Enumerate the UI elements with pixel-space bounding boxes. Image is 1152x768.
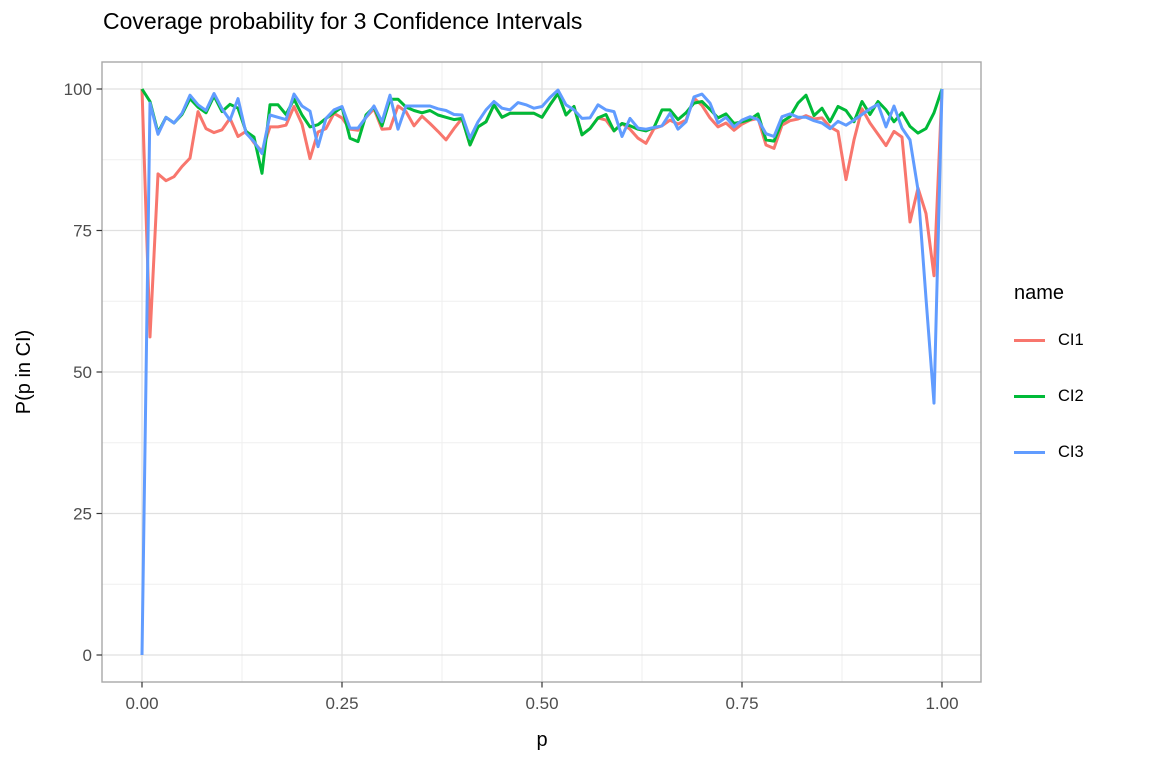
chart-title: Coverage probability for 3 Confidence In… <box>103 8 583 34</box>
legend-label: CI1 <box>1058 330 1084 349</box>
x-tick-label: 0.00 <box>125 694 158 713</box>
legend-label: CI2 <box>1058 386 1084 405</box>
x-tick-label: 1.00 <box>925 694 958 713</box>
x-axis-title: p <box>536 729 547 751</box>
x-tick-label: 0.50 <box>525 694 558 713</box>
y-tick-label: 0 <box>83 646 92 665</box>
x-tick-label: 0.25 <box>325 694 358 713</box>
y-tick-label: 50 <box>73 363 92 382</box>
series-line-CI2 <box>140 88 944 175</box>
legend-key-line <box>1014 394 1045 398</box>
series-line-CI3 <box>140 88 944 656</box>
legend-entry-CI3: CI3 <box>1014 440 1084 464</box>
legend-label: CI3 <box>1058 442 1084 461</box>
legend-title: name <box>1014 282 1065 304</box>
legend-entry-CI1: CI1 <box>1014 328 1084 352</box>
y-axis-title: P(p in CI) <box>13 330 35 414</box>
legend-entry-CI2: CI2 <box>1014 384 1084 408</box>
legend: name CI1 CI2 CI3 <box>1014 282 1084 496</box>
legend-key-line <box>1014 450 1045 454</box>
x-tick-label: 0.75 <box>725 694 758 713</box>
legend-key-line <box>1014 338 1045 342</box>
y-tick-label: 100 <box>64 80 92 99</box>
y-tick-label: 25 <box>73 505 92 524</box>
y-tick-label: 75 <box>73 222 92 241</box>
